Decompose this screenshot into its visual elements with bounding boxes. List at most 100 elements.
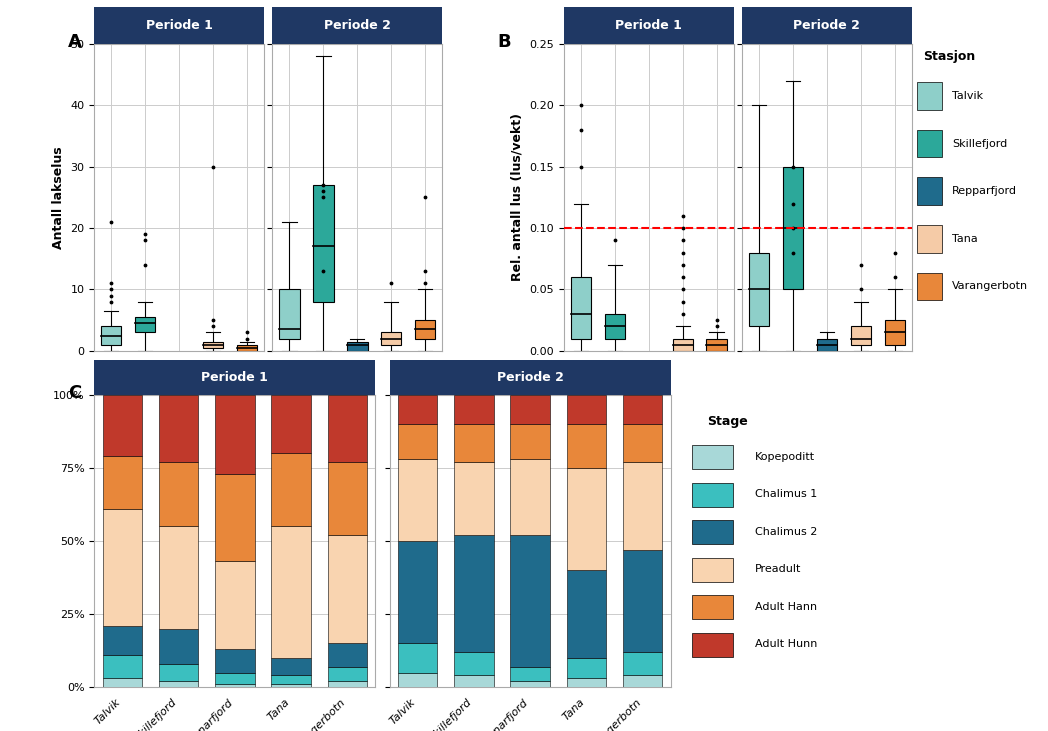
FancyBboxPatch shape (917, 178, 942, 205)
Text: Chalimus 2: Chalimus 2 (755, 526, 817, 537)
Bar (101, 326, 122, 345)
Bar (510, 681, 550, 687)
Bar (816, 338, 837, 351)
Bar (510, 667, 550, 681)
Bar (567, 395, 606, 424)
Bar (454, 395, 494, 424)
Bar (159, 462, 198, 526)
Bar (454, 535, 494, 652)
Bar (271, 453, 311, 526)
Bar (623, 395, 662, 424)
Bar (398, 424, 437, 459)
Bar (381, 333, 401, 345)
Text: Tana: Tana (953, 234, 978, 244)
Bar (328, 681, 367, 687)
Bar (510, 459, 550, 535)
Text: Periode 1: Periode 1 (146, 19, 213, 32)
Bar (103, 395, 143, 456)
Text: Periode 2: Periode 2 (793, 19, 860, 32)
Y-axis label: Rel. antall lus (lus/vekt): Rel. antall lus (lus/vekt) (510, 113, 524, 281)
Text: Skillefjord: Skillefjord (953, 139, 1007, 148)
Text: Kopepoditt: Kopepoditt (755, 452, 814, 461)
FancyBboxPatch shape (390, 360, 671, 395)
FancyBboxPatch shape (917, 273, 942, 300)
Bar (215, 474, 255, 561)
Bar (706, 338, 727, 351)
Bar (567, 678, 606, 687)
Text: Stasjon: Stasjon (923, 50, 976, 63)
Bar (103, 509, 143, 626)
Bar (279, 289, 300, 338)
Bar (328, 643, 367, 667)
Bar (237, 345, 257, 351)
Bar (135, 317, 155, 333)
Text: B: B (498, 33, 511, 51)
Bar (159, 526, 198, 629)
Text: Adult Hunn: Adult Hunn (755, 639, 817, 649)
Bar (159, 395, 198, 462)
Bar (454, 675, 494, 687)
Bar (103, 678, 143, 687)
FancyBboxPatch shape (94, 7, 264, 44)
Bar (271, 658, 311, 675)
FancyBboxPatch shape (917, 225, 942, 253)
FancyBboxPatch shape (692, 596, 733, 619)
Bar (510, 424, 550, 459)
Bar (454, 462, 494, 535)
Bar (623, 424, 662, 462)
Bar (159, 681, 198, 687)
Bar (623, 462, 662, 550)
Bar (328, 462, 367, 535)
Bar (103, 456, 143, 509)
FancyBboxPatch shape (692, 483, 733, 507)
Bar (271, 395, 311, 453)
FancyBboxPatch shape (692, 520, 733, 544)
FancyBboxPatch shape (692, 633, 733, 656)
Bar (313, 185, 333, 302)
FancyBboxPatch shape (742, 7, 912, 44)
Bar (328, 395, 367, 462)
Text: Periode 1: Periode 1 (201, 371, 268, 384)
Text: Varangerbotn: Varangerbotn (953, 281, 1028, 292)
Bar (203, 341, 223, 348)
Bar (159, 664, 198, 681)
Bar (510, 395, 550, 424)
Bar (103, 655, 143, 678)
Bar (623, 652, 662, 675)
Bar (567, 570, 606, 658)
Bar (623, 675, 662, 687)
FancyBboxPatch shape (272, 7, 442, 44)
Bar (567, 658, 606, 678)
Bar (567, 424, 606, 468)
Bar (103, 626, 143, 655)
Text: Talvik: Talvik (953, 91, 983, 101)
Bar (567, 468, 606, 570)
Bar (454, 424, 494, 462)
Bar (510, 535, 550, 667)
Bar (398, 459, 437, 541)
Bar (885, 320, 905, 345)
Bar (328, 535, 367, 643)
Bar (271, 675, 311, 684)
Text: Adult Hann: Adult Hann (755, 602, 816, 612)
Bar (623, 550, 662, 652)
Bar (673, 338, 693, 351)
Text: Repparfjord: Repparfjord (953, 186, 1018, 196)
Text: A: A (68, 33, 82, 51)
Bar (215, 561, 255, 649)
FancyBboxPatch shape (917, 83, 942, 110)
Bar (415, 320, 435, 338)
Bar (328, 667, 367, 681)
Bar (851, 326, 871, 345)
FancyBboxPatch shape (692, 558, 733, 582)
Bar (398, 541, 437, 643)
Bar (271, 684, 311, 687)
Bar (215, 673, 255, 684)
Text: Stage: Stage (707, 415, 748, 428)
Bar (454, 652, 494, 675)
Bar (783, 167, 803, 289)
FancyBboxPatch shape (94, 360, 375, 395)
Bar (398, 673, 437, 687)
Bar (749, 253, 769, 326)
Text: Chalimus 1: Chalimus 1 (755, 489, 816, 499)
